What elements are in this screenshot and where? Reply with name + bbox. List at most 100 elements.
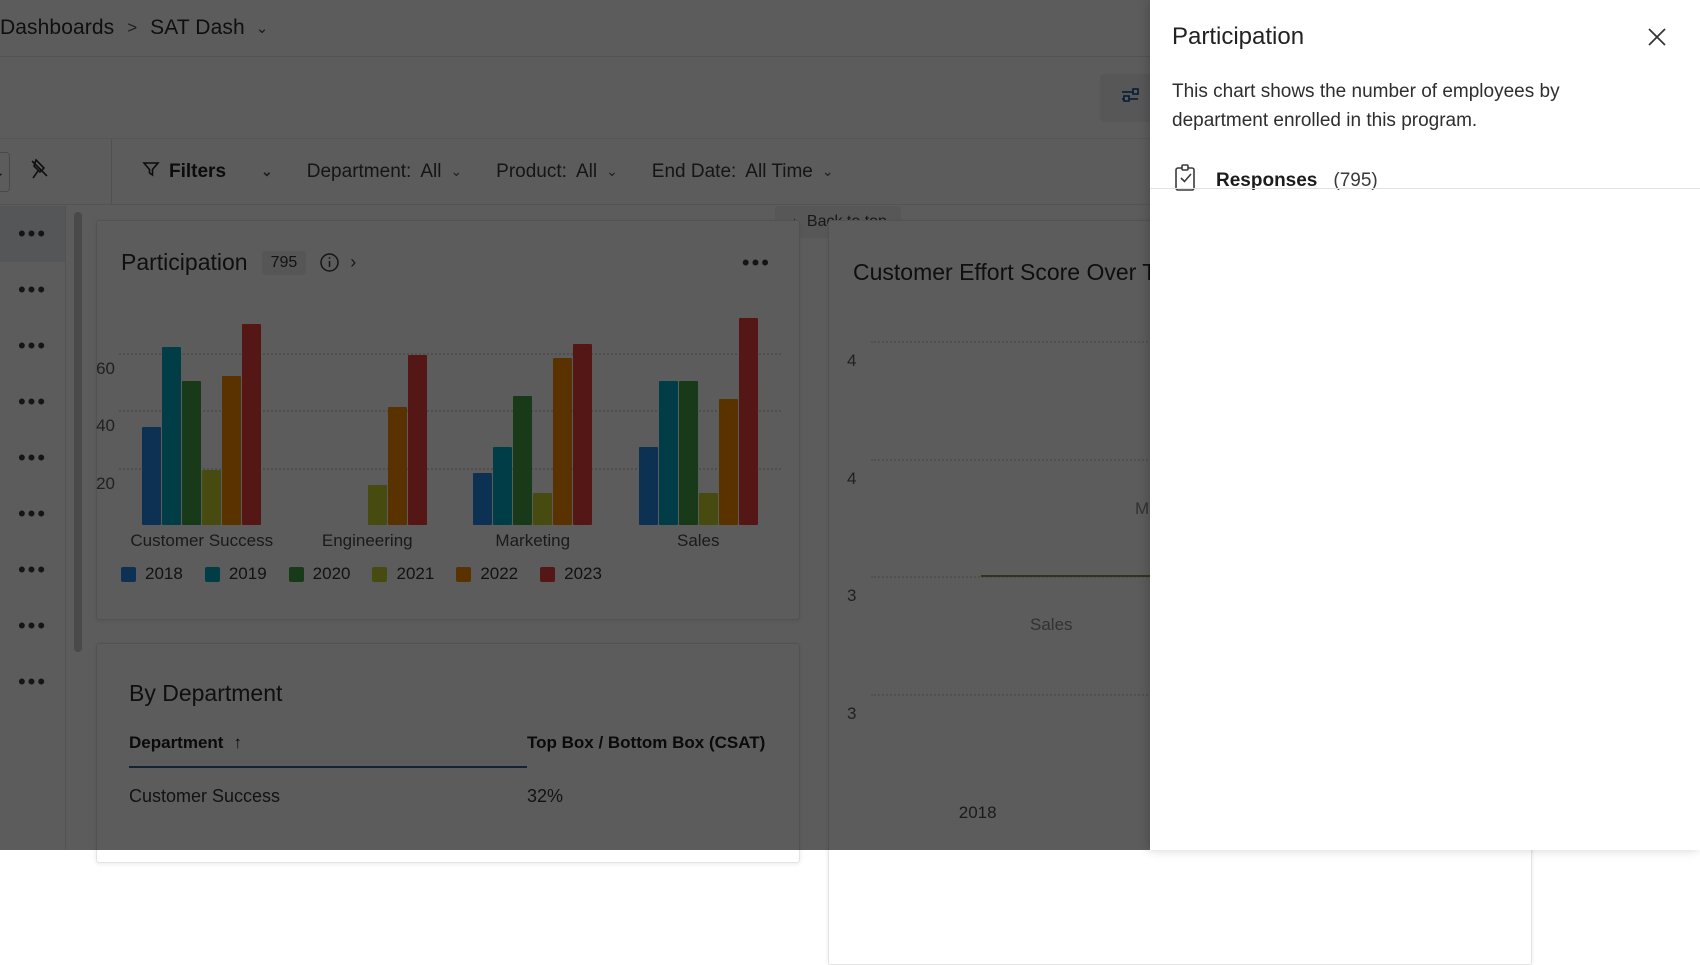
bar-2022[interactable] — [388, 407, 407, 525]
chevron-down-icon: ⌄ — [0, 163, 5, 181]
filter-chip-label: Product: — [496, 161, 567, 183]
legend-item-2023[interactable]: 2023 — [540, 564, 602, 584]
x-axis-tick-label: Sales — [616, 531, 782, 551]
panel-header: Participation — [1150, 0, 1700, 52]
kebab-menu-icon: ••• — [18, 613, 47, 639]
bar-2018[interactable] — [639, 447, 658, 525]
kebab-menu-icon: ••• — [18, 389, 47, 415]
legend-label: 2018 — [145, 564, 183, 584]
panel-title: Participation — [1172, 23, 1304, 51]
rail-item-menu-3[interactable]: ••• — [0, 374, 65, 430]
filter-chip-value: All Time — [745, 161, 813, 183]
legend-swatch — [456, 567, 471, 582]
kebab-menu-icon: ••• — [18, 221, 47, 247]
column-header-topbox[interactable]: Top Box / Bottom Box (CSAT) — [527, 733, 767, 755]
bar-2020[interactable] — [182, 381, 201, 525]
legend-item-2021[interactable]: 2021 — [372, 564, 434, 584]
legend-item-2018[interactable]: 2018 — [121, 564, 183, 584]
kebab-menu-icon: ••• — [18, 277, 47, 303]
funnel-icon — [142, 160, 160, 184]
bar-2020[interactable] — [679, 381, 698, 525]
rail-item-menu-1[interactable]: ••• — [0, 262, 65, 318]
bar-group-marketing — [450, 295, 616, 525]
bar-2023[interactable] — [408, 355, 427, 525]
rail-item-menu-4[interactable]: ••• — [0, 430, 65, 486]
legend-item-2020[interactable]: 2020 — [289, 564, 351, 584]
legend-swatch — [205, 567, 220, 582]
legend-item-2019[interactable]: 2019 — [205, 564, 267, 584]
unpin-icon[interactable] — [26, 156, 52, 187]
breadcrumb-current[interactable]: SAT Dash — [150, 16, 245, 40]
kebab-menu-icon: ••• — [18, 669, 47, 695]
filter-chip-product[interactable]: Product: All ⌄ — [496, 161, 618, 183]
close-x-icon[interactable] — [1642, 22, 1672, 52]
y-axis-tick-label: 60 — [81, 359, 115, 379]
bar-2019[interactable] — [162, 347, 181, 525]
bar-2021[interactable] — [533, 493, 552, 525]
y-axis-tick-label: 4 — [847, 351, 856, 371]
page-title: Participation — [121, 249, 248, 276]
bar-2019[interactable] — [659, 381, 678, 525]
x-axis-tick-label: Marketing — [450, 531, 616, 551]
filters-dropdown[interactable]: Filters ⌄ — [142, 160, 273, 184]
kebab-menu-icon: ••• — [18, 501, 47, 527]
y-axis-tick-label: 3 — [847, 586, 856, 606]
kebab-menu-icon: ••• — [18, 333, 47, 359]
chevron-right-icon[interactable]: › — [350, 252, 356, 273]
table-header-row: Department ↑ Top Box / Bottom Box (CSAT) — [129, 733, 767, 768]
legend-label: 2020 — [313, 564, 351, 584]
widget-rail: ••• ••• ••• ••• ••• ••• ••• ••• ••• — [0, 206, 66, 850]
x-axis-tick-label: Engineering — [285, 531, 451, 551]
legend-label: 2021 — [396, 564, 434, 584]
bar-2022[interactable] — [719, 399, 738, 526]
chevron-down-icon: ⌄ — [261, 163, 273, 180]
legend-swatch — [540, 567, 555, 582]
breadcrumb-separator-icon: > — [127, 18, 137, 38]
rail-item-menu-6[interactable]: ••• — [0, 542, 65, 598]
bar-2019[interactable] — [493, 447, 512, 525]
panel-divider — [1150, 188, 1700, 189]
chevron-down-icon: ⌄ — [606, 163, 618, 180]
filter-chip-department[interactable]: Department: All ⌄ — [307, 161, 462, 183]
bar-2022[interactable] — [553, 358, 572, 525]
bar-2018[interactable] — [142, 427, 161, 525]
filter-chip-end-date[interactable]: End Date: All Time ⌄ — [652, 161, 834, 183]
kebab-menu-icon: ••• — [18, 445, 47, 471]
sliders-icon — [1120, 85, 1142, 111]
panel-description: This chart shows the number of employees… — [1150, 52, 1700, 135]
table-row[interactable]: Customer Success 32% — [129, 768, 767, 807]
bar-group-engineering — [285, 295, 451, 525]
bar-2023[interactable] — [573, 344, 592, 525]
bar-2021[interactable] — [202, 470, 221, 525]
column-header-department[interactable]: Department ↑ — [129, 733, 527, 768]
series-label-sales: Sales — [1024, 613, 1079, 637]
bar-2023[interactable] — [242, 324, 261, 525]
breadcrumb-root[interactable]: Dashboards — [0, 16, 114, 40]
bar-2022[interactable] — [222, 376, 241, 526]
sort-asc-icon: ↑ — [233, 733, 242, 753]
rail-item-menu-8[interactable]: ••• — [0, 654, 65, 710]
view-select[interactable]: ⌄ — [0, 152, 10, 192]
filters-label: Filters — [169, 161, 226, 183]
filter-chip-label: End Date: — [652, 161, 737, 183]
kebab-menu-icon[interactable]: ••• — [742, 250, 771, 276]
legend-label: 2019 — [229, 564, 267, 584]
rail-item-menu-5[interactable]: ••• — [0, 486, 65, 542]
bar-2021[interactable] — [699, 493, 718, 525]
bar-2018[interactable] — [473, 473, 492, 525]
bar-2020[interactable] — [513, 396, 532, 525]
bar-2021[interactable] — [368, 485, 387, 525]
rail-item-menu-7[interactable]: ••• — [0, 598, 65, 654]
participation-card-header: Participation 795 › ••• — [97, 221, 799, 276]
chevron-down-icon: ⌄ — [450, 163, 462, 180]
legend-swatch — [372, 567, 387, 582]
x-axis-tick-label: Customer Success — [119, 531, 285, 551]
bar-2023[interactable] — [739, 318, 758, 525]
rail-item-menu-2[interactable]: ••• — [0, 318, 65, 374]
rail-item-menu-0[interactable]: ••• — [0, 206, 65, 262]
legend-item-2022[interactable]: 2022 — [456, 564, 518, 584]
info-circle-icon[interactable] — [319, 252, 340, 273]
chevron-down-icon[interactable]: ⌄ — [256, 19, 269, 37]
y-axis-tick-label: 40 — [81, 416, 115, 436]
